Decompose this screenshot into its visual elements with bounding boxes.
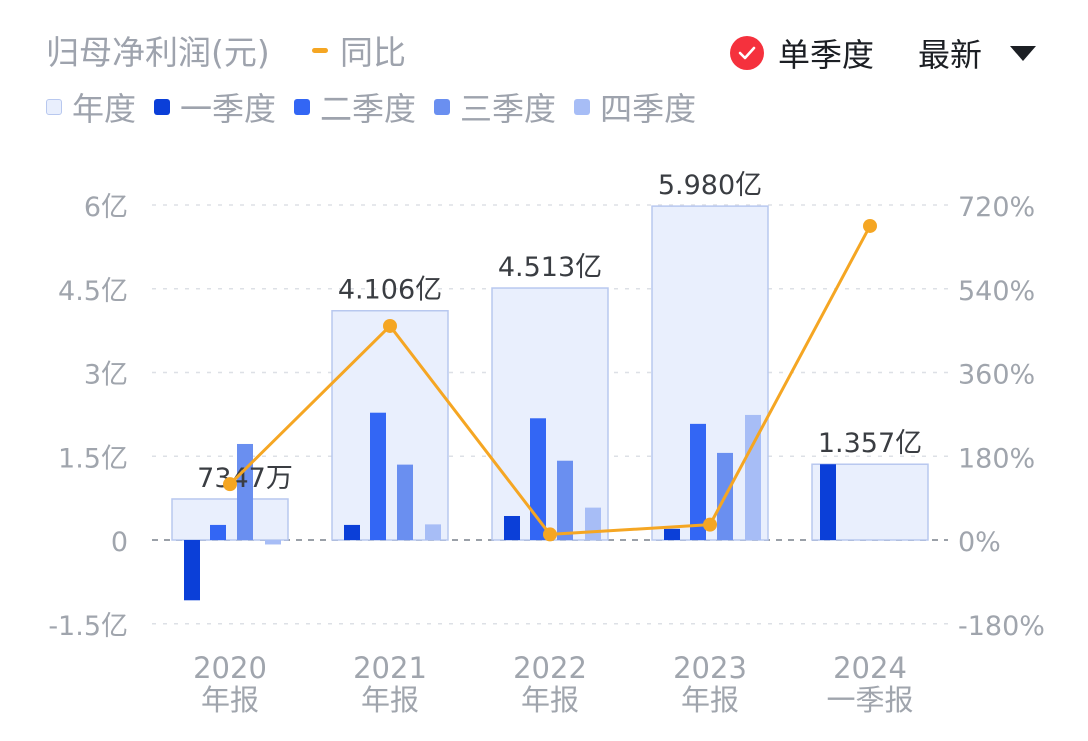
annual-value-label: 4.513亿 bbox=[498, 252, 602, 283]
quarter-bar-q4 bbox=[745, 414, 761, 540]
category-year-label: 2021 bbox=[353, 651, 427, 685]
yoy-legend[interactable]: 同比 bbox=[312, 26, 406, 74]
legend-label: 三季度 bbox=[460, 90, 557, 128]
yoy-point bbox=[703, 517, 717, 532]
quarter-bar-q2 bbox=[690, 423, 706, 540]
quarter-bar-q1 bbox=[820, 464, 836, 540]
category-period-label: 年报 bbox=[681, 683, 739, 717]
right-axis-tick-label: 720% bbox=[958, 192, 1035, 223]
annual-value-label: 4.106亿 bbox=[338, 275, 442, 306]
caret-down-icon bbox=[1010, 45, 1037, 61]
quarter-bar-q2 bbox=[210, 524, 226, 540]
quarter-bar-q1 bbox=[504, 515, 520, 540]
legend-item-annual[interactable]: 年度 bbox=[46, 84, 136, 130]
legend-swatch-q2 bbox=[294, 99, 311, 115]
yoy-legend-label: 同比 bbox=[340, 33, 406, 72]
quarter-bar-q1 bbox=[664, 528, 680, 540]
quarter-bar-q2 bbox=[530, 418, 546, 540]
quarter-bar-q4 bbox=[585, 507, 601, 540]
sort-dropdown[interactable]: 最新 bbox=[918, 30, 1037, 76]
quarter-bar-q4 bbox=[425, 524, 441, 540]
legend-swatch-q4 bbox=[574, 99, 591, 115]
quarter-bar-q1 bbox=[344, 524, 360, 540]
yoy-line-swatch bbox=[312, 47, 328, 53]
legend-label: 一季度 bbox=[180, 90, 277, 128]
legend-swatch-annual bbox=[46, 99, 62, 115]
series-legend: 年度 一季度 二季度 三季度 四季度 bbox=[46, 84, 714, 130]
right-axis-tick-label: 360% bbox=[958, 360, 1035, 391]
category-year-label: 2022 bbox=[513, 651, 587, 685]
category-period-label: 年报 bbox=[521, 683, 579, 717]
yoy-point bbox=[543, 527, 557, 542]
yoy-point bbox=[383, 318, 397, 333]
quarter-bar-q3 bbox=[397, 464, 413, 540]
annual-bar bbox=[491, 287, 609, 541]
quarter-bar-q3 bbox=[557, 460, 573, 540]
single-quarter-toggle[interactable]: 单季度 bbox=[730, 30, 874, 76]
left-axis-tick-label: 4.5亿 bbox=[58, 276, 128, 307]
sort-label: 最新 bbox=[918, 36, 983, 74]
legend-swatch-q1 bbox=[154, 99, 171, 115]
category-year-label: 2024 bbox=[833, 651, 907, 685]
quarter-bar-q2 bbox=[370, 412, 386, 540]
left-axis-tick-label: 6亿 bbox=[84, 192, 128, 223]
single-quarter-label: 单季度 bbox=[778, 36, 875, 74]
chart-title: 归母净利润(元) bbox=[46, 33, 270, 72]
legend-item-q2[interactable]: 二季度 bbox=[294, 84, 416, 130]
annual-value-label: 1.357亿 bbox=[818, 428, 922, 459]
category-period-label: 年报 bbox=[361, 683, 419, 717]
right-axis-tick-label: 180% bbox=[958, 443, 1035, 474]
left-axis-tick-label: 3亿 bbox=[84, 360, 128, 391]
annual-bar bbox=[331, 309, 449, 541]
legend-swatch-q3 bbox=[434, 99, 451, 115]
category-period-label: 年报 bbox=[201, 683, 259, 717]
right-axis-tick-label: 0% bbox=[958, 527, 1001, 558]
quarter-bar-q3 bbox=[237, 443, 253, 540]
category-period-label: 一季报 bbox=[826, 683, 913, 717]
legend-item-q4[interactable]: 四季度 bbox=[574, 84, 696, 130]
yoy-point bbox=[863, 218, 877, 233]
annual-bar bbox=[171, 498, 289, 541]
legend-item-q3[interactable]: 三季度 bbox=[434, 84, 556, 130]
right-axis-tick-label: -180% bbox=[958, 611, 1045, 642]
category-year-label: 2023 bbox=[673, 651, 747, 685]
left-axis-tick-label: -1.5亿 bbox=[48, 611, 128, 642]
quarter-bar-q4 bbox=[265, 540, 281, 545]
left-axis-tick-label: 0 bbox=[111, 527, 128, 558]
yoy-point bbox=[223, 477, 237, 492]
legend-label: 二季度 bbox=[320, 90, 417, 128]
right-axis-tick-label: 540% bbox=[958, 276, 1035, 307]
quarter-bar-q1 bbox=[184, 540, 200, 601]
check-circle-icon bbox=[730, 36, 764, 70]
legend-label: 四季度 bbox=[600, 90, 697, 128]
legend-label: 年度 bbox=[72, 90, 137, 128]
left-axis-tick-label: 1.5亿 bbox=[58, 443, 128, 474]
annual-value-label: 5.980亿 bbox=[658, 170, 762, 201]
category-year-label: 2020 bbox=[193, 651, 267, 685]
legend-item-q1[interactable]: 一季度 bbox=[154, 84, 276, 130]
